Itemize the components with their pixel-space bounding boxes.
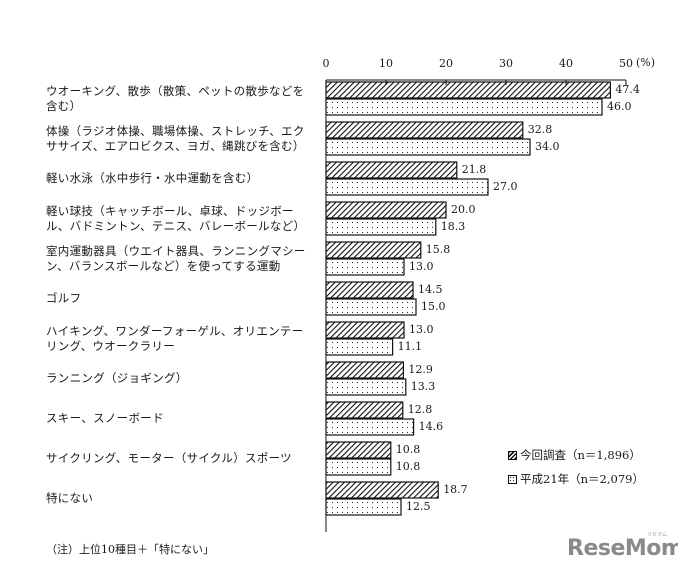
value-label: 12.9 <box>408 363 433 376</box>
category-label: スキー、スノーボード <box>46 411 164 425</box>
bar-previous <box>325 458 392 476</box>
bar-previous <box>325 498 402 516</box>
bar-previous <box>325 98 603 116</box>
bar-previous <box>325 218 437 236</box>
x-tick-label: 10 <box>379 57 393 70</box>
category-label: 室内運動器具（ウエイト器具、ランニングマシー ン、バランスボールなど）を使ってする… <box>46 244 306 273</box>
value-label: 18.7 <box>443 483 468 496</box>
legend-item-current: 今回調査（n＝1,896） <box>508 447 641 463</box>
resemom-logo-subtext: リセマム <box>647 532 668 538</box>
value-label: 47.4 <box>615 83 640 96</box>
bar-previous <box>325 418 415 436</box>
bar-previous <box>325 298 417 316</box>
x-axis-unit: (%) <box>636 56 656 69</box>
legend-item-previous: 平成21年（n＝2,079） <box>508 471 644 487</box>
bar-previous <box>325 138 531 156</box>
footnote: （注）上位10種目＋「特にない」 <box>46 543 214 556</box>
value-label: 14.5 <box>418 283 443 296</box>
category-label: ハイキング、ワンダーフォーゲル、オリエンテー リング、ウオークラリー <box>46 324 304 353</box>
dotted-swatch-icon <box>508 474 517 484</box>
value-label: 13.0 <box>409 323 434 336</box>
value-label: 12.8 <box>407 403 433 416</box>
category-label: サイクリング、モーター（サイクル）スポーツ <box>46 451 292 465</box>
resemom-logo: ReseMom <box>567 536 678 561</box>
bar-current <box>325 401 404 419</box>
value-label: 27.0 <box>493 180 518 193</box>
bar-previous <box>325 258 405 276</box>
category-label: ランニング（ジョギング） <box>46 371 188 385</box>
bar-previous <box>325 178 489 196</box>
value-label: 13.3 <box>410 380 436 393</box>
value-label: 18.3 <box>440 220 466 233</box>
value-label: 14.6 <box>418 420 444 433</box>
category-label: 軽い水泳（水中歩行・水中運動を含む） <box>46 171 259 185</box>
bar-current <box>325 281 414 299</box>
bar-current <box>325 441 392 459</box>
category-label: ゴルフ <box>46 291 82 305</box>
category-label: ウオーキング、散歩（散策、ペットの散歩などを 含む） <box>46 84 305 113</box>
legend-label-current: 今回調査（n＝1,896） <box>520 448 641 462</box>
bar-previous <box>325 378 407 396</box>
value-label: 34.0 <box>535 140 560 153</box>
category-label: 体操（ラジオ体操、職場体操、ストレッチ、エク ササイズ、エアロビクス、ヨガ、縄跳び… <box>46 124 305 153</box>
bar-current <box>325 361 405 379</box>
category-label: 特にない <box>46 491 94 505</box>
bar-current <box>325 481 439 499</box>
value-label: 11.1 <box>397 340 423 353</box>
x-tick-label: 30 <box>499 57 513 70</box>
hatch-swatch-icon <box>508 450 517 460</box>
value-label: 12.5 <box>406 500 431 513</box>
bar-current <box>325 201 447 219</box>
x-tick-label: 40 <box>559 57 573 70</box>
value-label: 46.0 <box>607 100 632 113</box>
value-label: 21.8 <box>461 163 487 176</box>
bar-current <box>325 121 524 139</box>
value-label: 32.8 <box>527 123 553 136</box>
bar-current <box>325 161 458 179</box>
legend-label-previous: 平成21年（n＝2,079） <box>520 472 644 486</box>
x-tick-label: 50 <box>619 57 633 70</box>
bar-current <box>325 241 422 259</box>
x-tick-label: 20 <box>439 57 453 70</box>
value-label: 10.8 <box>395 443 421 456</box>
bar-previous <box>325 338 394 356</box>
x-tick-label: 0 <box>322 57 330 70</box>
category-label: 軽い球技（キャッチボール、卓球、ドッジボー ル、バドミントン、テニス、バレーボール… <box>46 204 306 233</box>
value-label: 15.8 <box>425 243 451 256</box>
bar-current <box>325 321 405 339</box>
value-label: 15.0 <box>421 300 446 313</box>
x-axis <box>325 79 627 532</box>
bar-current <box>325 81 611 99</box>
value-label: 10.8 <box>395 460 421 473</box>
value-label: 13.0 <box>409 260 434 273</box>
value-label: 20.0 <box>451 203 476 216</box>
